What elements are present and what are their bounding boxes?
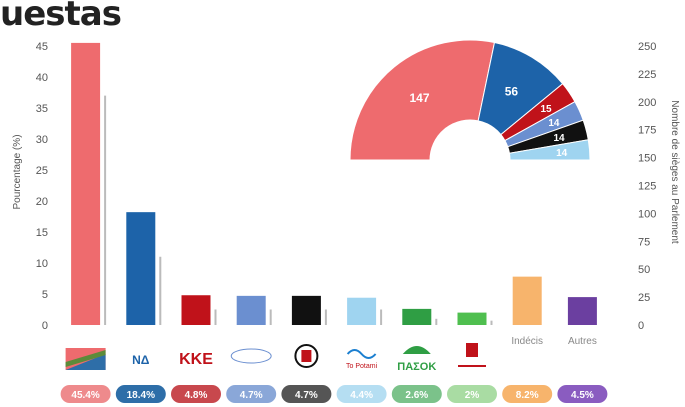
y-tick-right: 200: [638, 97, 656, 109]
seat-label: 14: [548, 118, 560, 129]
category-label: Indécis: [511, 336, 543, 347]
seat-label: 15: [540, 104, 552, 115]
percentage-pill-label: 4.8%: [185, 390, 208, 401]
bar: [126, 212, 156, 325]
percentage-pill: [115, 385, 166, 403]
bar: [236, 295, 266, 325]
percentage-pill: [60, 385, 111, 403]
y-tick-right: 150: [638, 153, 656, 165]
bar: [512, 276, 542, 325]
percentage-pill: [171, 385, 221, 403]
bar: [567, 297, 597, 325]
percentage-pill-label: 4.5%: [571, 390, 594, 401]
seat-segment: [349, 39, 496, 161]
kke-logo: KKE: [179, 351, 213, 368]
y-axis-label-left: Pourcentage (%): [12, 134, 23, 209]
page-title: uestas: [0, 0, 122, 34]
y-tick-left: 10: [36, 258, 48, 270]
logo-accent: [301, 350, 312, 362]
percentage-pill: [502, 385, 553, 403]
percentage-pill: [281, 385, 332, 403]
category-label: Autres: [568, 336, 597, 347]
percentage-pill-label: 8.2%: [516, 390, 539, 401]
seat-label: 14: [556, 148, 568, 159]
percentage-pill: [226, 385, 277, 403]
y-tick-left: 0: [42, 320, 48, 332]
y-tick-left: 45: [36, 41, 48, 53]
percentage-pill-label: 4.4%: [350, 390, 373, 401]
potami-logo: To Potami: [346, 363, 378, 370]
percentage-pill: [557, 385, 608, 403]
y-tick-right: 100: [638, 208, 656, 220]
y-tick-right: 0: [638, 320, 644, 332]
seat-label: 56: [505, 85, 519, 99]
bar: [347, 297, 377, 325]
seat-label: 14: [553, 133, 565, 144]
pasok-sun-icon: [402, 346, 431, 354]
bar: [181, 295, 211, 325]
bar: [402, 308, 432, 325]
percentage-pill-label: 4.7%: [295, 390, 318, 401]
percentage-pill: [336, 385, 387, 403]
wave-icon: [346, 349, 377, 359]
y-tick-left: 20: [36, 196, 48, 208]
y-tick-right: 75: [638, 236, 650, 248]
percentage-pill: [391, 385, 442, 403]
bar: [457, 312, 487, 325]
percentage-pill-label: 18.4%: [127, 390, 155, 401]
y-tick-left: 15: [36, 227, 48, 239]
y-tick-right: 125: [638, 181, 656, 193]
y-tick-left: 40: [36, 72, 48, 84]
seat-segment: [508, 139, 591, 161]
percentage-pill-label: 2.6%: [405, 390, 428, 401]
percentage-pill-label: 2%: [465, 390, 480, 401]
y-tick-left: 35: [36, 103, 48, 115]
bar: [291, 295, 321, 325]
anel-logo: [230, 348, 272, 364]
kidiso-logo: [466, 343, 478, 357]
nd-logo: ΝΔ: [132, 353, 150, 367]
y-tick-right: 25: [638, 292, 650, 304]
y-tick-left: 30: [36, 134, 48, 146]
y-tick-left: 25: [36, 165, 48, 177]
party-logos: [0, 338, 685, 374]
y-tick-right: 50: [638, 264, 650, 276]
percentage-pill: [447, 385, 497, 403]
pasok-logo: ΠΑΣΟΚ: [397, 361, 436, 373]
y-tick-right: 175: [638, 125, 656, 137]
logo-accent: [65, 350, 106, 367]
golden-dawn-logo: [294, 344, 319, 368]
bar: [71, 42, 101, 326]
seat-label: 147: [410, 91, 430, 105]
y-tick-left: 5: [42, 289, 48, 301]
y-axis-label-right: Nombre de sièges au Parlement: [669, 100, 680, 244]
y-tick-right: 225: [638, 69, 656, 81]
y-tick-right: 250: [638, 41, 656, 53]
percentage-pill-label: 45.4%: [71, 390, 99, 401]
percentage-pill-label: 4.7%: [240, 390, 263, 401]
